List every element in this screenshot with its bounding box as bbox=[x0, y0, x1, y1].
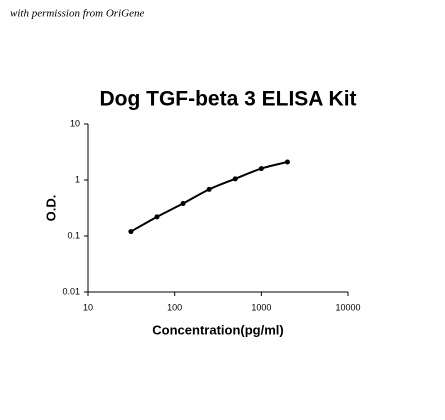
x-tick-label: 10 bbox=[83, 302, 93, 312]
y-tick-label: 1 bbox=[75, 174, 80, 184]
y-tick-label: 0.01 bbox=[62, 286, 80, 296]
fit-curve bbox=[130, 160, 288, 233]
data-point bbox=[232, 176, 238, 182]
data-point bbox=[128, 229, 134, 235]
y-tick-label: 10 bbox=[70, 118, 80, 128]
x-tick-label: 1000 bbox=[251, 302, 271, 312]
data-point bbox=[154, 214, 160, 220]
x-tick-label: 100 bbox=[167, 302, 182, 312]
x-axis-label: Concentration(pg/ml) bbox=[152, 322, 283, 337]
data-point bbox=[180, 201, 186, 207]
data-point bbox=[284, 159, 290, 165]
permission-note: with permission from OriGene bbox=[10, 8, 144, 20]
y-tick-label: 0.1 bbox=[67, 230, 80, 240]
x-tick-label: 10000 bbox=[335, 302, 360, 312]
data-point bbox=[206, 186, 212, 192]
data-point bbox=[258, 166, 264, 172]
y-axis-label: O.D. bbox=[43, 195, 58, 222]
chart-title: Dog TGF-beta 3 ELISA Kit bbox=[99, 88, 356, 111]
